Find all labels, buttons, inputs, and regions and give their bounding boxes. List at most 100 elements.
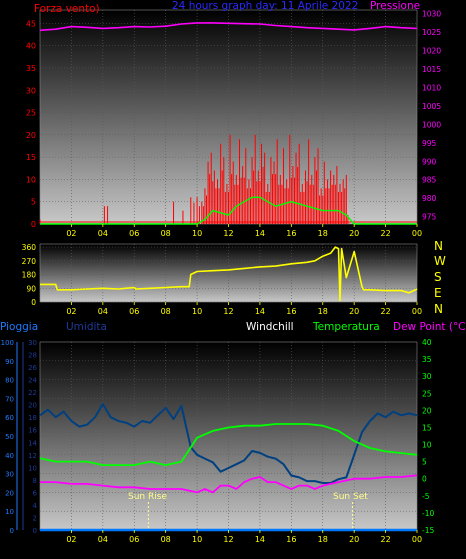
legend-wind: Forza vento) (34, 3, 100, 15)
rain-tick-label: 80 (5, 377, 14, 385)
y-right-tick-label: 1005 (422, 102, 441, 111)
direction-line (40, 246, 418, 302)
temp-tick-label: 25 (422, 389, 432, 398)
plot-area-1 (40, 10, 417, 224)
x-tick-label-2: 02 (66, 307, 76, 316)
rain-tick-label: 20 (5, 489, 14, 497)
rain-tick-label: 60 (5, 414, 14, 422)
humidity-tick-label: 18 (28, 414, 37, 422)
x-tick-label-3: 10 (192, 535, 202, 544)
humidity-tick-label: 2 (33, 514, 37, 522)
humidity-tick-label: 20 (28, 402, 37, 410)
plot-area-2 (40, 244, 417, 302)
legend-humidity: Umidita (66, 321, 107, 333)
direction-tick-label: 360 (22, 243, 37, 252)
y-right-tick-label: 980 (422, 194, 437, 203)
compass-label-n1: N (434, 239, 443, 253)
y-left-tick-label: 30 (26, 86, 36, 95)
x-tick-label-3: 12 (223, 535, 233, 544)
x-tick-label-2: 04 (98, 307, 108, 316)
humidity-tick-label: 4 (33, 502, 38, 510)
x-tick-label-2: 14 (255, 307, 265, 316)
x-tick-label-1: 06 (129, 229, 139, 238)
y-left-tick-label: 40 (26, 42, 36, 51)
x-tick-label-2: 18 (318, 307, 328, 316)
y-left-tick-label: 0 (31, 220, 36, 229)
x-tick-label-2: 10 (192, 307, 202, 316)
legend-rain: Pioggia (0, 321, 39, 333)
y-right-tick-label: 1020 (422, 47, 441, 56)
rain-tick-label: 30 (5, 471, 14, 479)
compass-label-e: E (434, 286, 442, 300)
y-right-tick-label: 995 (422, 139, 437, 148)
direction-tick-label: 180 (22, 271, 37, 280)
x-tick-label-3: 20 (349, 535, 359, 544)
temp-tick-label: 35 (422, 355, 432, 364)
y-left-tick-label: 10 (26, 175, 36, 184)
humidity-line (39, 403, 418, 484)
x-tick-label-3: 18 (318, 535, 328, 544)
humidity-tick-label: 12 (28, 452, 37, 460)
x-tick-label-3: 04 (98, 535, 108, 544)
rain-tick-label: 40 (5, 452, 14, 460)
temp-tick-label: 40 (422, 338, 432, 347)
y-left-tick-label: 25 (26, 109, 36, 118)
y-right-tick-label: 975 (422, 213, 437, 222)
x-tick-label-3: 02 (66, 535, 76, 544)
x-tick-label-3: 00 (412, 535, 422, 544)
x-tick-label-1: 20 (349, 229, 359, 238)
temperature-line (39, 423, 418, 467)
y-left-tick-label: 20 (26, 131, 36, 140)
humidity-tick-label: 26 (28, 364, 37, 372)
x-tick-label-2: 08 (161, 307, 171, 316)
rain-tick-label: 70 (5, 395, 14, 403)
humidity-tick-label: 30 (28, 339, 37, 347)
x-tick-label-2: 00 (412, 307, 422, 316)
chart-title: 24 hours graph day: 11 Aprile 2022 (172, 0, 359, 12)
humidity-tick-label: 24 (28, 377, 37, 385)
x-tick-label-2: 16 (286, 307, 296, 316)
y-left-tick-label: 35 (26, 64, 36, 73)
humidity-tick-label: 16 (28, 427, 37, 435)
x-tick-label-1: 04 (98, 229, 108, 238)
humidity-tick-label: 10 (28, 464, 37, 472)
temp-tick-label: 5 (422, 458, 427, 467)
y-right-tick-label: 1030 (422, 10, 441, 19)
rain-tick-label: 50 (5, 433, 14, 441)
temp-tick-label: -15 (422, 526, 434, 535)
temp-tick-label: 0 (422, 475, 427, 484)
x-tick-label-3: 08 (161, 535, 171, 544)
direction-tick-label: 90 (26, 284, 36, 293)
x-tick-label-1: 02 (66, 229, 76, 238)
temp-tick-label: 10 (422, 441, 432, 450)
humidity-tick-label: 0 (33, 527, 37, 535)
x-tick-label-3: 06 (129, 535, 139, 544)
y-right-tick-label: 985 (422, 176, 437, 185)
legend-pressure: Pressione (370, 0, 421, 12)
y-left-tick-label: 45 (26, 19, 36, 28)
y-right-tick-label: 1015 (422, 65, 441, 74)
x-tick-label-2: 22 (380, 307, 390, 316)
humidity-tick-label: 6 (33, 489, 38, 497)
compass-label-s: S (434, 270, 442, 284)
x-tick-label-1: 14 (255, 229, 265, 238)
rain-tick-label: 0 (10, 527, 14, 535)
rain-tick-label: 90 (5, 358, 14, 366)
legend-temperature: Temperatura (313, 321, 380, 333)
rain-tick-label: 100 (1, 339, 14, 347)
y-left-tick-label: 15 (26, 153, 36, 162)
temp-tick-label: -5 (422, 492, 430, 501)
direction-tick-label: 0 (31, 298, 36, 307)
pressure-line (39, 22, 418, 32)
x-tick-label-1: 22 (380, 229, 390, 238)
y-right-tick-label: 1025 (422, 28, 441, 37)
x-tick-label-1: 16 (286, 229, 296, 238)
wind-avg-line (40, 196, 417, 225)
x-tick-label-1: 12 (223, 229, 233, 238)
temp-tick-label: 30 (422, 372, 432, 381)
sun-set-label: Sun Set (333, 492, 368, 502)
x-tick-label-3: 22 (380, 535, 390, 544)
rain-tick-label: 10 (5, 508, 14, 516)
